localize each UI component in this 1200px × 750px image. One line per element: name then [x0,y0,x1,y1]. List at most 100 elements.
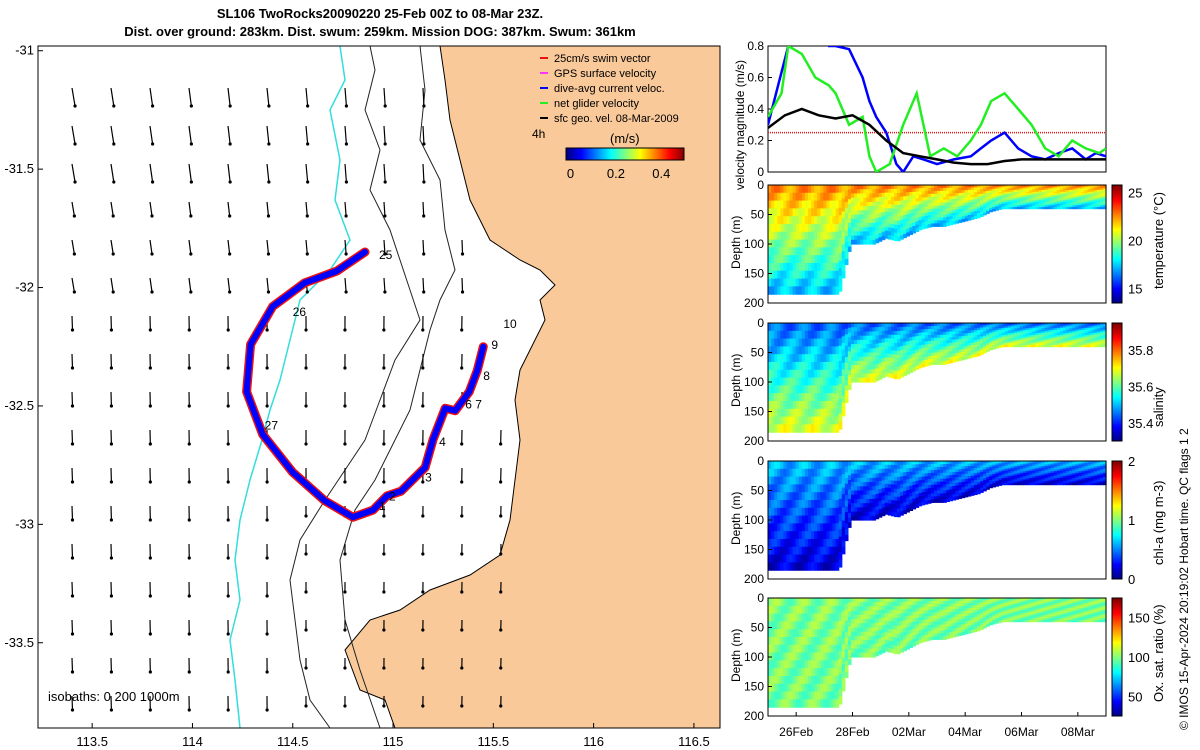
profile-cell [921,329,926,333]
profile-cell [811,562,815,571]
colorbar-segment [681,148,683,160]
profile-cell [807,377,812,386]
profile-cell [768,270,772,280]
profile-cell [826,424,831,433]
velocity-arrow-head [70,670,75,674]
profile-cell [949,193,953,197]
profile-cell [771,185,775,194]
profile-cell [1038,196,1043,200]
profile-cell [1062,344,1067,348]
profile-cell [1081,191,1086,195]
profile-cell [786,400,791,410]
profile-cell [961,341,966,345]
profile-cell [850,327,855,333]
profile-cell [838,253,843,262]
profile-cell [1093,193,1098,196]
profile-cell [823,200,827,209]
profile-cell [927,488,932,492]
profile-cell [961,354,966,358]
colorbar-segment [668,148,670,160]
profile-cell [915,464,920,469]
profile-cell [1090,339,1095,343]
profile-cell [924,347,929,352]
profile-cell [1035,333,1039,336]
velocity-arrow-head [460,628,464,632]
profile-cell [854,494,858,500]
profile-colorbar-segment [1112,244,1122,246]
profile-cell [1075,336,1079,339]
profile-cell [807,507,812,517]
profile-cell [1004,326,1009,329]
profile-cell [906,461,910,466]
profile-cell [780,247,784,256]
profile-cell [1075,185,1079,188]
profile-cell [878,327,883,332]
profile-cell [937,187,941,192]
profile-cell [857,373,861,379]
profile-cell [915,494,920,498]
profile-cell [869,507,874,513]
profile-cell [814,223,818,233]
profile-cell [961,479,966,483]
profile-cell [915,336,920,341]
profile-cell [841,389,846,397]
profile-cell [829,507,834,517]
profile-cell [850,482,855,487]
profile-cell [1093,190,1098,193]
profile-cell [798,270,803,280]
profile-cell [832,531,837,540]
profile-cell [937,190,941,195]
profile-cell [783,286,788,295]
profile-cell [958,192,963,197]
profile-cell [1038,338,1043,341]
profile-cell [897,484,901,490]
profile-cell [949,494,953,499]
profile-cell [804,393,809,402]
profile-cell [1093,203,1098,206]
profile-cell [995,346,1000,349]
profile-cell [807,538,812,548]
profile-cell [1090,186,1095,189]
profile-cell [887,484,892,489]
profile-cell [897,204,901,210]
profile-cell [817,330,821,340]
profile-cell [887,503,892,508]
profile-cell [884,192,889,197]
profile-cell [955,185,960,189]
profile-ytick-label: 100 [744,375,764,389]
profile-cell [946,325,950,330]
velocity-arrow-head [70,594,75,598]
profile-cell [860,201,864,207]
profile-colorbar-segment [1112,333,1122,335]
profile-colorbar-segment [1112,280,1122,282]
profile-colorbar-segment [1112,194,1122,196]
profile-cell [924,482,929,487]
profile-cell [921,219,926,224]
profile-cell [832,400,837,410]
profile-cell [1078,344,1083,348]
velocity-arrow-head [226,594,230,598]
profile-cell [872,498,877,504]
profile-cell [976,491,981,495]
velocity-arrow-head [304,704,308,708]
profile-cell [872,490,877,496]
profile-cell [829,408,834,418]
profile-cell [844,207,849,214]
profile-colorbar-segment [1112,285,1122,287]
profile-cell [823,531,827,540]
profile-cell [844,396,849,404]
profile-cell [943,466,947,471]
profile-cell [887,487,892,493]
profile-cell [1093,328,1098,331]
profile-cell [890,185,895,190]
profile-cell [930,349,935,354]
profile-cell [881,200,886,206]
velocity-arrow-head [187,442,191,446]
profile-cell [801,200,806,209]
profile-cell [1096,323,1101,326]
profile-cell [1084,206,1089,210]
profile-colorbar-segment [1112,269,1122,271]
profile-cell [783,192,788,202]
profile-cell [897,338,901,344]
profile-cell [949,489,953,493]
